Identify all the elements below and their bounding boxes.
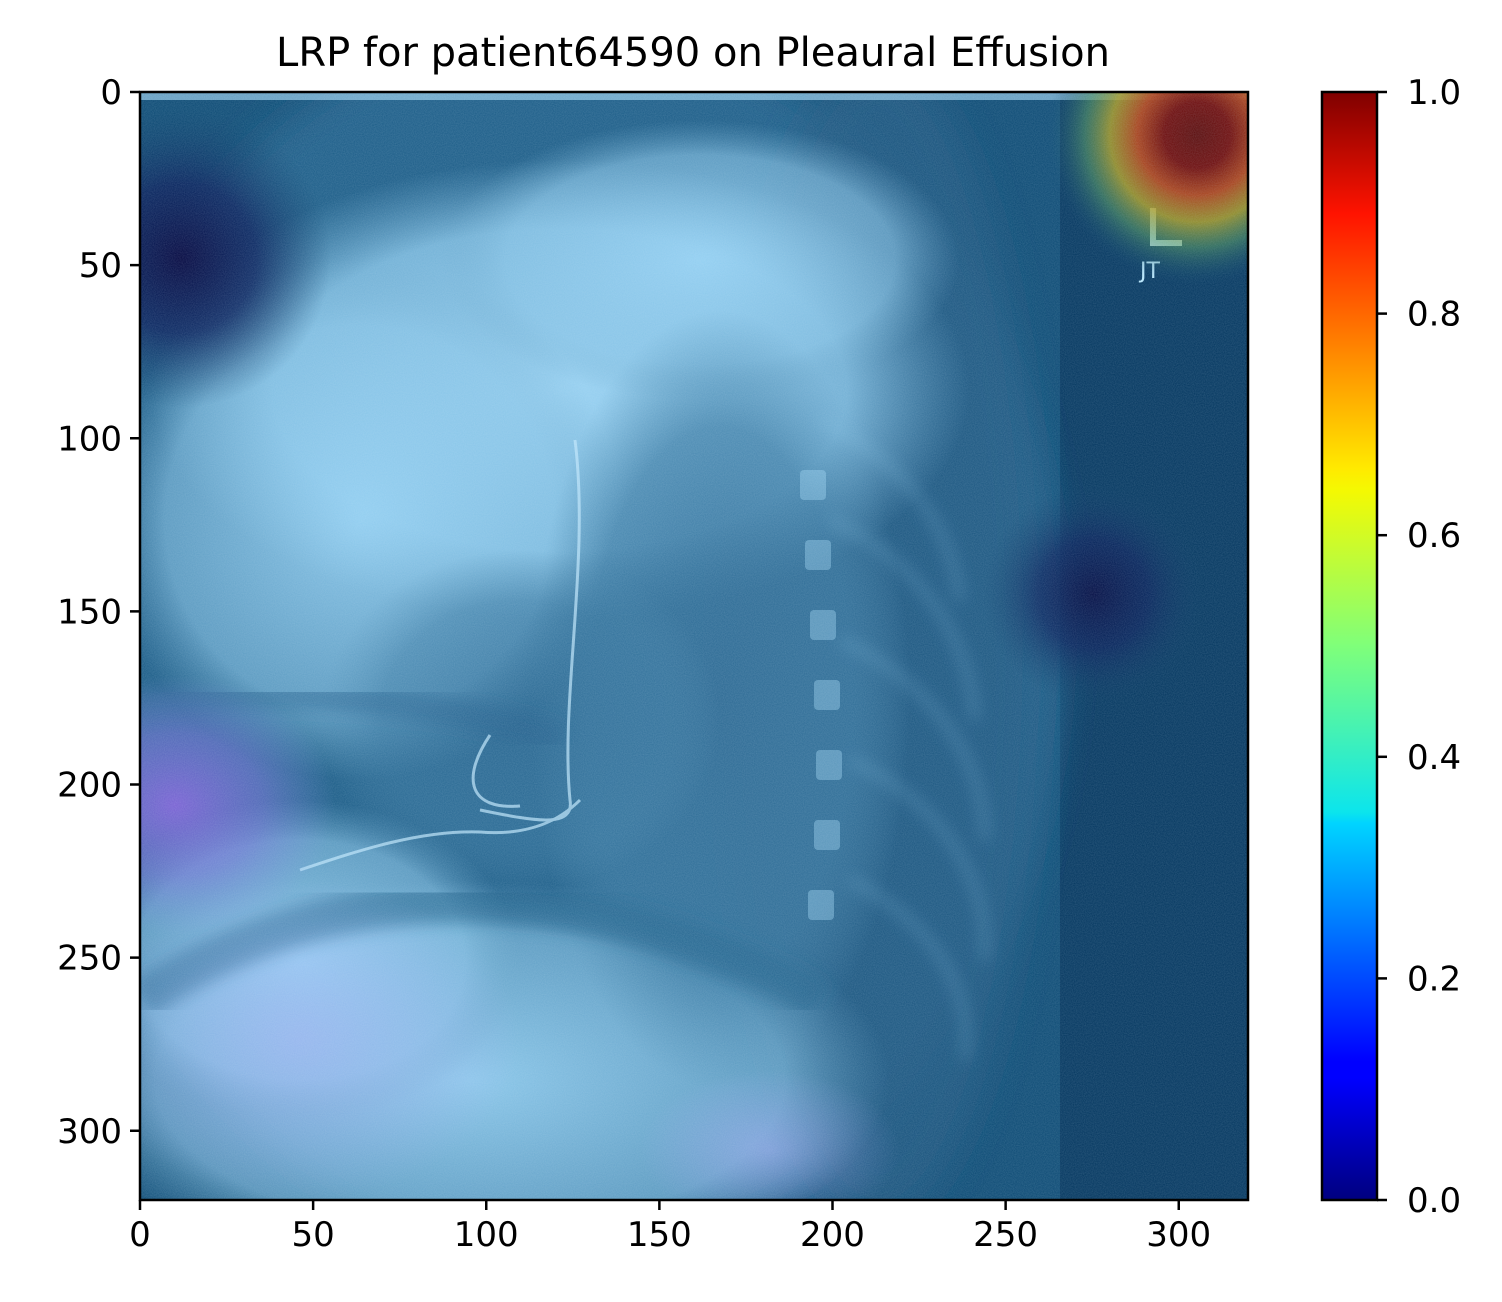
plot-frame <box>138 90 1250 1202</box>
x-tick-label: 0 <box>129 1215 151 1255</box>
y-tick-label: 200 <box>57 766 122 806</box>
chart-title: LRP for patient64590 on Pleaural Effusio… <box>276 30 1110 76</box>
colorbar-frame <box>1320 90 1379 1202</box>
colorbar-gradient <box>1322 92 1377 1200</box>
y-tick-label: 300 <box>57 1112 122 1152</box>
y-tick-label: 100 <box>57 419 122 459</box>
colorbar-tick-label: 0.2 <box>1407 959 1461 999</box>
y-axis: 0 50 100 150 200 250 300 <box>57 73 140 1152</box>
x-tick-label: 100 <box>454 1215 519 1255</box>
colorbar-axis: 0.0 0.2 0.4 0.6 0.8 1.0 <box>1377 73 1461 1221</box>
colorbar-tick-label: 1.0 <box>1407 73 1461 113</box>
colorbar-tick-label: 0.8 <box>1407 295 1461 335</box>
x-axis: 0 50 100 150 200 250 300 <box>129 1200 1211 1255</box>
x-tick-label: 200 <box>800 1215 865 1255</box>
colorbar-tick-label: 0.4 <box>1407 738 1461 778</box>
x-tick-label: 50 <box>291 1215 334 1255</box>
x-tick-label: 150 <box>627 1215 692 1255</box>
x-tick-label: 250 <box>973 1215 1038 1255</box>
y-tick-label: 250 <box>57 939 122 979</box>
colorbar-tick-label: 0.0 <box>1407 1181 1461 1221</box>
x-tick-label: 300 <box>1146 1215 1211 1255</box>
y-tick-label: 0 <box>100 73 122 113</box>
y-tick-label: 150 <box>57 592 122 632</box>
colorbar-tick-label: 0.6 <box>1407 516 1461 556</box>
lrp-heatmap-image: JT <box>140 92 1248 1200</box>
y-tick-label: 50 <box>79 246 122 286</box>
